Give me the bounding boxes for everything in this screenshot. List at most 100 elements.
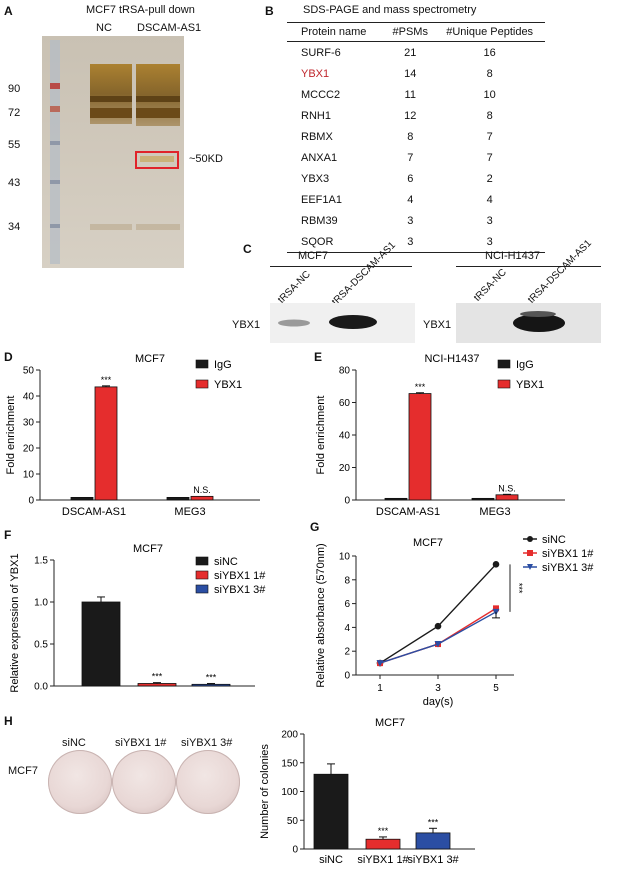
y-tick-label: 40 bbox=[339, 431, 351, 442]
y-tick-label: 0.0 bbox=[34, 682, 48, 693]
x-category-label: siYBX1 1# bbox=[357, 854, 409, 866]
y-tick-label: 1.0 bbox=[34, 598, 48, 609]
y-axis-label: Fold enrichment bbox=[315, 396, 327, 475]
y-axis-label: Fold enrichment bbox=[5, 396, 17, 475]
series-line bbox=[379, 607, 497, 664]
panel-label-a: A bbox=[4, 4, 13, 18]
y-tick-label: 10 bbox=[23, 470, 35, 481]
psms-cell: 21 bbox=[404, 46, 417, 59]
series-line bbox=[379, 563, 497, 664]
ybx1-bar bbox=[408, 393, 432, 501]
y-tick-label: 4 bbox=[344, 623, 350, 634]
psms-cell: 4 bbox=[407, 193, 414, 206]
y-tick-label: 0 bbox=[28, 496, 34, 507]
legend-swatch bbox=[195, 359, 209, 369]
psms-cell: 8 bbox=[407, 130, 414, 143]
igg-bar bbox=[70, 496, 94, 501]
psms-cell: 3 bbox=[407, 214, 414, 227]
chart-title: MCF7 bbox=[413, 537, 443, 549]
igg-bar bbox=[471, 497, 495, 501]
marker-90: 90 bbox=[8, 83, 21, 95]
unique-peptides-cell: 3 bbox=[434, 231, 545, 253]
unique-peptides-cell: 10 bbox=[483, 88, 496, 101]
significance-annotation: *** bbox=[514, 583, 524, 594]
blot-left-lane-nc: tRSA-NC bbox=[276, 268, 313, 306]
colony-bar bbox=[313, 773, 349, 850]
marker-34: 34 bbox=[8, 221, 21, 233]
panel-label-b: B bbox=[265, 4, 274, 18]
band-size-label: ~50KD bbox=[189, 153, 223, 165]
protein-name-cell: RNH1 bbox=[301, 109, 331, 122]
chart-g-absorbance: 0 2 4 6 8 10 Relative absorbance (570nm) MCF7 1 3… bbox=[315, 534, 594, 708]
table-row: YBX3 6 2 bbox=[287, 168, 545, 189]
psms-cell: 6 bbox=[407, 172, 414, 185]
blot-left-underline bbox=[270, 266, 412, 267]
igg-bar bbox=[166, 496, 190, 501]
mass-spec-table: Protein name #PSMs #Unique Peptides SURF… bbox=[287, 22, 545, 253]
table-header-row: Protein name #PSMs #Unique Peptides bbox=[287, 22, 545, 42]
chart-h-colonies: 0 50 100 150 200 Number of colonies MCF7 siNC si… bbox=[259, 717, 475, 866]
legend-swatch bbox=[497, 379, 511, 389]
legend-label: IgG bbox=[214, 359, 232, 371]
legend-label: siNC bbox=[542, 534, 566, 546]
significance-annotation: *** bbox=[152, 672, 163, 682]
panel-label-c: C bbox=[243, 242, 252, 256]
x-axis-label: day(s) bbox=[423, 696, 454, 708]
y-tick-label: 20 bbox=[23, 444, 35, 455]
table-row: YBX1 14 8 bbox=[287, 63, 545, 84]
data-point bbox=[376, 660, 384, 667]
psms-cell: 11 bbox=[404, 88, 416, 101]
y-tick-label: 30 bbox=[23, 418, 35, 429]
x-tick-label: 1 bbox=[377, 683, 383, 694]
unique-peptides-cell: 8 bbox=[486, 67, 493, 80]
table-row: MCCC2 11 10 bbox=[287, 84, 545, 105]
expression-bar bbox=[191, 683, 231, 687]
y-axis-label: Number of colonies bbox=[259, 744, 271, 839]
significance-annotation: *** bbox=[101, 375, 112, 385]
marker-55: 55 bbox=[8, 139, 21, 151]
y-tick-label: 200 bbox=[281, 730, 298, 741]
table-row: RNH1 12 8 bbox=[287, 105, 545, 126]
data-point bbox=[434, 622, 442, 630]
marker-72: 72 bbox=[8, 107, 21, 119]
chart-e-fold-enrichment-h1437: 0 20 40 60 80 Fold enrichment NCI-H1437 DSCAM-A… bbox=[315, 353, 565, 518]
protein-name-cell: YBX3 bbox=[301, 172, 330, 185]
legend-label: YBX1 bbox=[516, 379, 544, 391]
blot-right-cell-line: NCI-H1437 bbox=[485, 250, 541, 262]
legend-swatch bbox=[497, 359, 511, 369]
dish-label-si1: siYBX1 1# bbox=[115, 737, 167, 749]
significance-annotation: *** bbox=[428, 817, 439, 827]
unique-peptides-cell: 16 bbox=[483, 46, 496, 59]
silver-stain-gel bbox=[42, 36, 184, 268]
legend-swatch bbox=[195, 584, 209, 594]
panel-label-d: D bbox=[4, 350, 13, 364]
unique-peptides-cell: 2 bbox=[486, 172, 493, 185]
dish-label-si3: siYBX1 3# bbox=[181, 737, 233, 749]
data-point bbox=[493, 605, 499, 612]
y-tick-label: 2 bbox=[344, 647, 350, 658]
y-axis-label: Relative expression of YBX1 bbox=[9, 553, 21, 692]
colony-dish-si1 bbox=[112, 750, 176, 814]
legend-marker bbox=[527, 564, 533, 570]
legend-swatch bbox=[195, 570, 209, 580]
unique-peptides-cell: 7 bbox=[486, 130, 493, 143]
legend-label: siNC bbox=[214, 556, 238, 568]
col-unique-peptides: #Unique Peptides bbox=[434, 22, 545, 42]
unique-peptides-cell: 3 bbox=[486, 214, 493, 227]
data-point bbox=[434, 641, 442, 648]
colony-dish-si3 bbox=[176, 750, 240, 814]
protein-name-cell: MCCC2 bbox=[301, 88, 341, 101]
y-tick-label: 1.5 bbox=[34, 556, 48, 567]
western-blot-left bbox=[270, 303, 415, 343]
x-category-label: siYBX1 3# bbox=[407, 854, 459, 866]
ybx1-bar bbox=[495, 494, 519, 501]
legend-marker bbox=[527, 536, 533, 542]
colony-dish-sinc bbox=[48, 750, 112, 814]
protein-name-cell: SURF-6 bbox=[301, 46, 341, 59]
x-category-label: siNC bbox=[319, 854, 343, 866]
col-psms: #PSMs bbox=[386, 22, 435, 42]
y-tick-label: 150 bbox=[281, 758, 298, 769]
dish-label-sinc: siNC bbox=[62, 737, 86, 749]
y-tick-label: 0 bbox=[292, 845, 298, 856]
blot-right-lane-nc: tRSA-NC bbox=[472, 266, 509, 304]
